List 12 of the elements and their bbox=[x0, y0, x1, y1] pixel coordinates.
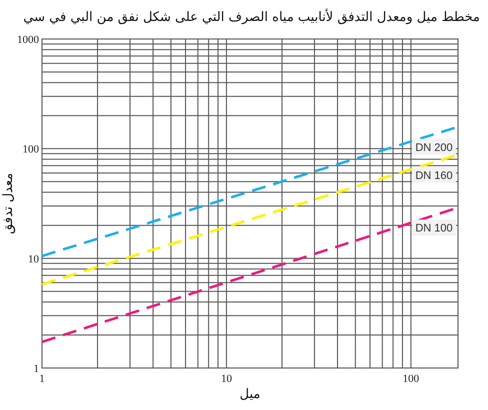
y-tick-label: 1000 bbox=[17, 34, 40, 46]
y-tick-label: 1 bbox=[34, 363, 39, 375]
y-tick-label: 10 bbox=[28, 253, 40, 266]
series-label: DN 100 bbox=[415, 222, 453, 235]
series-label: DN 160 bbox=[415, 170, 453, 182]
series-label: DN 200 bbox=[415, 142, 453, 154]
y-tick-label: 100 bbox=[22, 144, 40, 156]
x-axis-title: ميل bbox=[240, 387, 260, 402]
chart-title: مخطط ميل ومعدل التدفق لأنابيب مياه الصرف التي على شكل نفق من البي في سي bbox=[23, 8, 480, 25]
y-axis-title: معدل تدفق bbox=[1, 172, 16, 234]
x-tick-label: 100 bbox=[402, 373, 420, 385]
x-tick-label: 10 bbox=[220, 373, 232, 385]
